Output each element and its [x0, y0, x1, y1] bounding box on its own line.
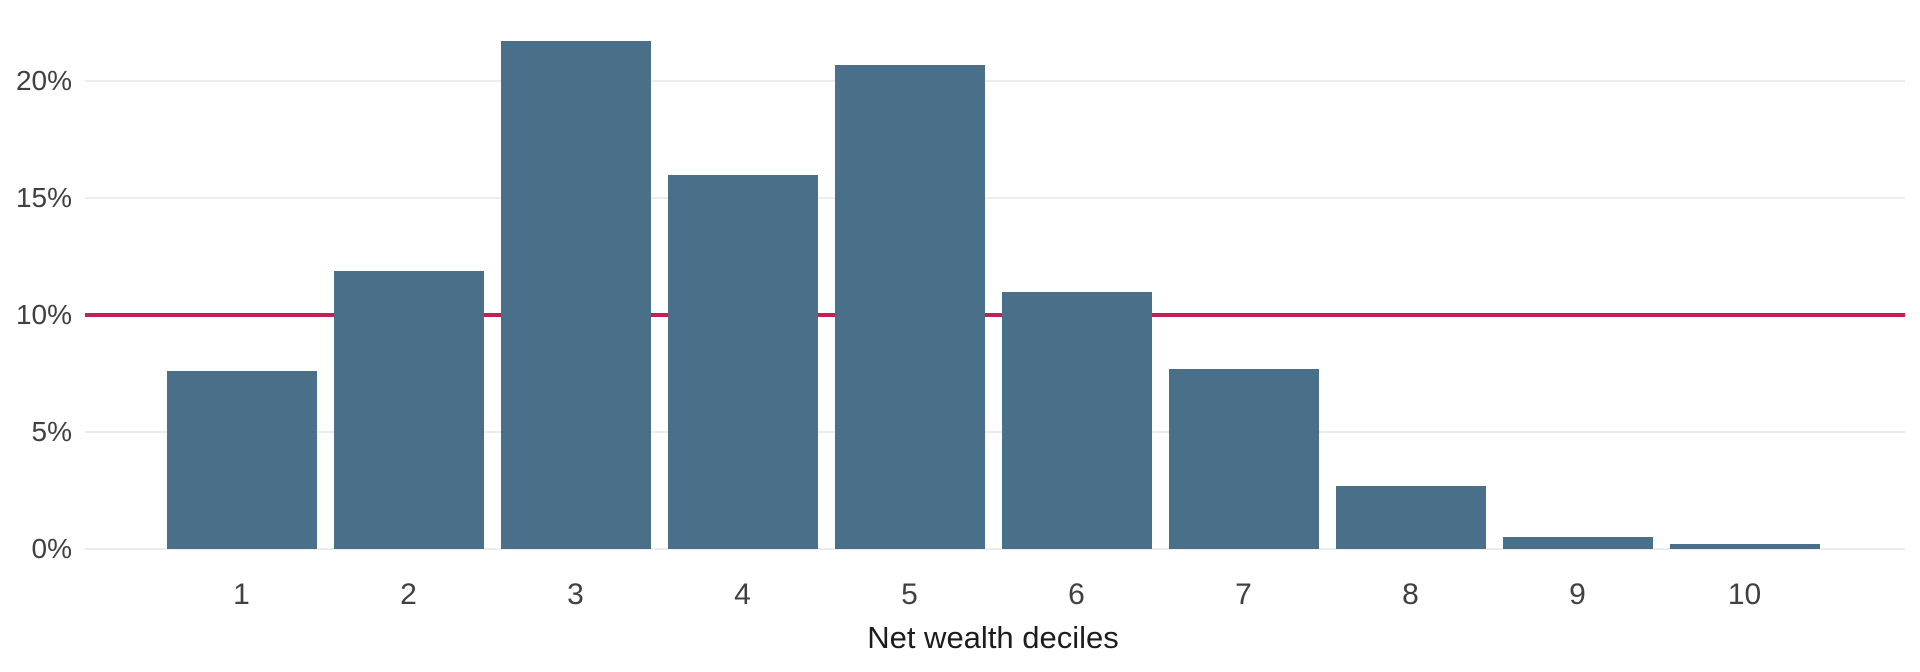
bar-slot: [492, 41, 659, 549]
bar-slot: [1327, 485, 1494, 549]
x-tick-label: 5: [901, 578, 918, 611]
gridline: [85, 431, 1905, 433]
bar-decile-2: [333, 270, 484, 549]
y-tick-label: 0%: [31, 533, 72, 564]
bar-decile-1: [166, 371, 317, 549]
y-tick-label: 15%: [15, 182, 72, 213]
bar-slot: [1661, 544, 1828, 549]
plot-area: [85, 0, 1905, 550]
x-tick-label: 2: [400, 578, 417, 611]
x-tick-label: 7: [1235, 578, 1252, 611]
x-axis-title: Net wealth deciles: [867, 620, 1119, 655]
x-tick-label: 8: [1402, 578, 1419, 611]
bar-slot: [993, 291, 1160, 549]
gridline: [85, 197, 1905, 199]
x-tick-label: 3: [567, 578, 584, 611]
bar-decile-8: [1335, 485, 1486, 549]
x-tick-label: 9: [1569, 578, 1586, 611]
bar-slot: [826, 64, 993, 549]
bars-layer: [158, 0, 1828, 549]
bar-decile-7: [1168, 368, 1319, 549]
bar-slot: [659, 174, 826, 549]
bar-decile-6: [1001, 291, 1152, 549]
bar-slot: [1160, 368, 1327, 549]
bar-slot: [325, 270, 492, 549]
x-tick-label: 4: [734, 578, 751, 611]
gridline: [85, 548, 1905, 550]
bar-decile-5: [834, 64, 985, 549]
y-tick-label: 20%: [15, 65, 72, 96]
bar-decile-3: [500, 41, 651, 549]
bar-decile-10: [1669, 544, 1820, 549]
y-tick-label: 5%: [31, 416, 72, 447]
bar-slot: [1494, 537, 1661, 549]
x-tick-label: 10: [1727, 578, 1762, 611]
reference-line-10pct: [85, 313, 1905, 317]
bar-slot: [158, 371, 325, 549]
gridline: [85, 80, 1905, 82]
bar-decile-9: [1502, 537, 1653, 549]
y-tick-label: 10%: [15, 299, 72, 330]
x-tick-label: 6: [1068, 578, 1085, 611]
x-axis-tick-labels: 1 2 3 4 5 6 7 8 9 10: [158, 578, 1828, 612]
x-tick-label: 1: [233, 578, 250, 611]
bar-decile-4: [667, 174, 818, 549]
